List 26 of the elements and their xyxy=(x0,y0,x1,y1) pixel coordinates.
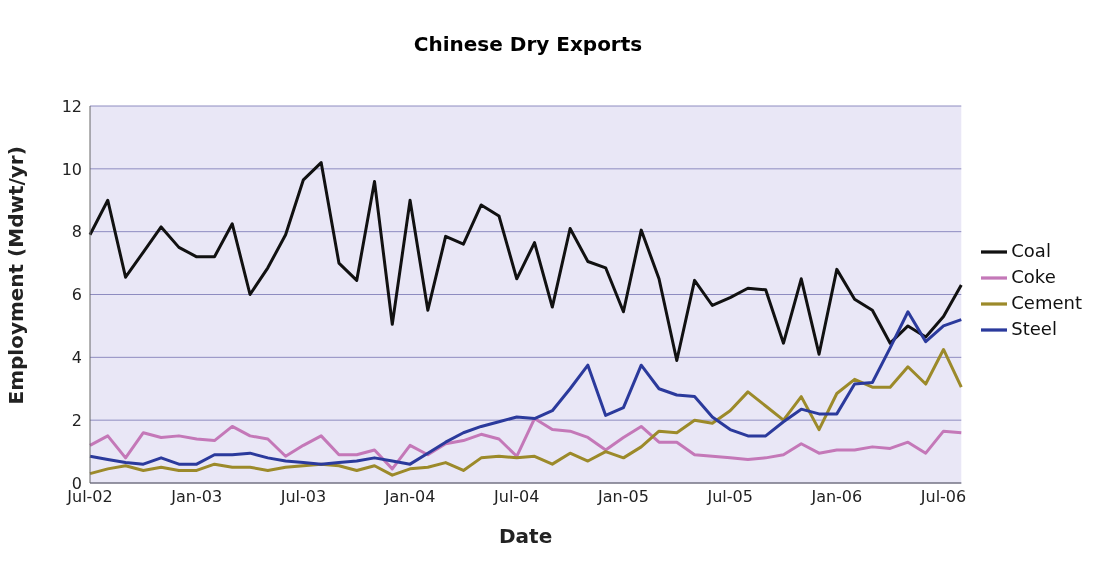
legend-label: Coke xyxy=(1011,265,1056,287)
legend-label: Cement xyxy=(1011,291,1082,313)
x-tick-label: Jan-03 xyxy=(170,487,223,507)
x-tick-label: Jan-04 xyxy=(383,487,436,507)
y-tick-label: 12 xyxy=(61,96,82,116)
line-series xyxy=(88,161,963,362)
y-axis-title: Employment (Mdwt/yr) xyxy=(4,146,29,405)
y-tick-label: 0 xyxy=(71,473,82,493)
y-tick-label: 10 xyxy=(61,159,82,179)
line-series xyxy=(88,347,963,477)
legend-label: Coal xyxy=(1011,239,1051,261)
x-tick-label: Jul-05 xyxy=(706,487,753,507)
x-tick-label: Jan-05 xyxy=(597,487,649,507)
legend-label: Steel xyxy=(1011,317,1057,339)
chart-title: Chinese Dry Exports xyxy=(412,32,644,56)
y-tick-label: 4 xyxy=(71,348,82,368)
x-tick-label: Jul-06 xyxy=(919,487,967,507)
y-tick-label: 8 xyxy=(71,222,82,242)
line-series xyxy=(88,417,963,471)
x-axis-title: Date xyxy=(499,524,553,548)
x-tick-label: Jan-06 xyxy=(810,487,863,507)
line-series xyxy=(88,310,963,466)
x-tick-label: Jul-03 xyxy=(279,487,327,507)
x-tick-label: Jul-04 xyxy=(493,487,540,507)
y-tick-label: 2 xyxy=(71,410,82,430)
y-tick-label: 6 xyxy=(71,285,82,305)
